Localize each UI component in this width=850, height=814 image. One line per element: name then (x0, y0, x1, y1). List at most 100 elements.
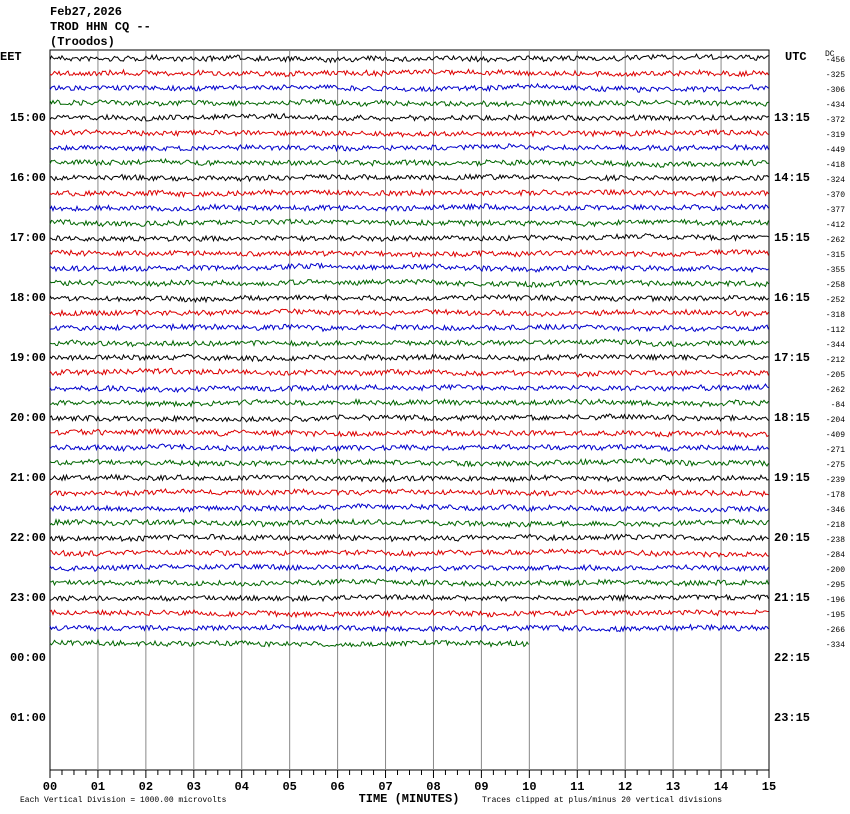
trace (49, 173, 769, 183)
x-tick-label: 12 (618, 780, 632, 794)
trace (49, 563, 769, 573)
dc-value: -196 (826, 596, 845, 605)
trace (49, 623, 769, 633)
dc-value: -412 (826, 221, 845, 230)
utc-label: 20:15 (774, 531, 810, 545)
x-tick-label: 09 (474, 780, 488, 794)
x-axis-title: TIME (MINUTES) (359, 792, 460, 806)
trace (49, 473, 769, 484)
x-tick-label: 10 (522, 780, 536, 794)
eet-label: 22:00 (10, 531, 46, 545)
dc-value: -295 (826, 581, 845, 590)
utc-label: 23:15 (774, 711, 810, 725)
dc-value: -205 (826, 371, 845, 380)
x-tick-label: 07 (378, 780, 392, 794)
trace (49, 367, 769, 378)
x-tick-label: 15 (762, 780, 776, 794)
eet-label: 21:00 (10, 471, 46, 485)
trace (49, 457, 769, 468)
eet-label: 18:00 (10, 291, 46, 305)
trace (49, 487, 769, 498)
trace (49, 142, 769, 153)
dc-value: -275 (826, 461, 845, 470)
trace (49, 82, 769, 93)
dc-value: -284 (826, 551, 845, 560)
trace (49, 608, 769, 619)
dc-value: -318 (826, 311, 845, 320)
dc-value: -212 (826, 356, 845, 365)
trace (50, 548, 769, 559)
trace (49, 112, 769, 122)
dc-value: -306 (826, 86, 845, 95)
eet-label: 20:00 (10, 411, 46, 425)
trace (49, 188, 769, 199)
dc-value: -449 (826, 146, 845, 155)
dc-value: -84 (831, 401, 846, 410)
dc-value: -178 (826, 491, 845, 500)
trace (49, 427, 769, 439)
trace (49, 533, 769, 543)
trace (49, 232, 769, 243)
dc-value: -262 (826, 236, 845, 245)
utc-label: 13:15 (774, 111, 810, 125)
trace (49, 68, 769, 78)
x-tick-label: 13 (666, 780, 680, 794)
trace (49, 503, 769, 514)
dc-value: -262 (826, 386, 845, 395)
x-tick-label: 00 (43, 780, 57, 794)
station: TROD HHN CQ -- (50, 20, 151, 34)
x-tick-label: 14 (714, 780, 728, 794)
x-tick-label: 06 (330, 780, 344, 794)
location: (Troodos) (50, 35, 115, 49)
dc-value: -434 (826, 101, 845, 110)
dc-value: -238 (826, 536, 845, 545)
x-tick-label: 03 (187, 780, 201, 794)
trace (49, 517, 769, 529)
dc-value: -195 (826, 611, 845, 620)
trace (49, 53, 769, 64)
trace (49, 128, 769, 138)
trace (49, 248, 769, 259)
trace (49, 218, 769, 228)
trace (49, 383, 769, 394)
x-tick-label: 04 (235, 780, 249, 794)
trace (49, 593, 769, 603)
trace (49, 322, 769, 333)
dc-value: -346 (826, 506, 845, 515)
dc-value: -319 (826, 131, 845, 140)
dc-value: -377 (826, 206, 845, 215)
utc-label: 14:15 (774, 171, 810, 185)
x-tick-label: 01 (91, 780, 105, 794)
eet-label: 23:00 (10, 591, 46, 605)
dc-value: -266 (826, 626, 845, 635)
dc-value: -239 (826, 476, 845, 485)
trace (49, 262, 769, 274)
utc-label: 21:15 (774, 591, 810, 605)
date: Feb27,2026 (50, 5, 122, 19)
dc-value: -409 (826, 431, 845, 440)
x-tick-label: 08 (426, 780, 440, 794)
trace (49, 397, 769, 408)
utc-label: 15:15 (774, 231, 810, 245)
trace (49, 293, 769, 304)
scale-note: Each Vertical Division = 1000.00 microvo… (20, 796, 227, 805)
right-axis-title: UTC (785, 50, 807, 64)
utc-label: 18:15 (774, 411, 810, 425)
trace (49, 308, 769, 318)
dc-value: -456 (826, 56, 845, 65)
trace (49, 638, 529, 648)
trace (49, 98, 769, 108)
eet-label: 00:00 (10, 651, 46, 665)
utc-label: 16:15 (774, 291, 810, 305)
trace (49, 443, 769, 453)
x-tick-label: 05 (282, 780, 296, 794)
dc-title: DC (825, 50, 835, 59)
dc-value: -324 (826, 176, 845, 185)
trace (49, 338, 769, 348)
utc-label: 17:15 (774, 351, 810, 365)
dc-value: -315 (826, 251, 845, 260)
dc-value: -325 (826, 71, 845, 80)
eet-label: 15:00 (10, 111, 46, 125)
